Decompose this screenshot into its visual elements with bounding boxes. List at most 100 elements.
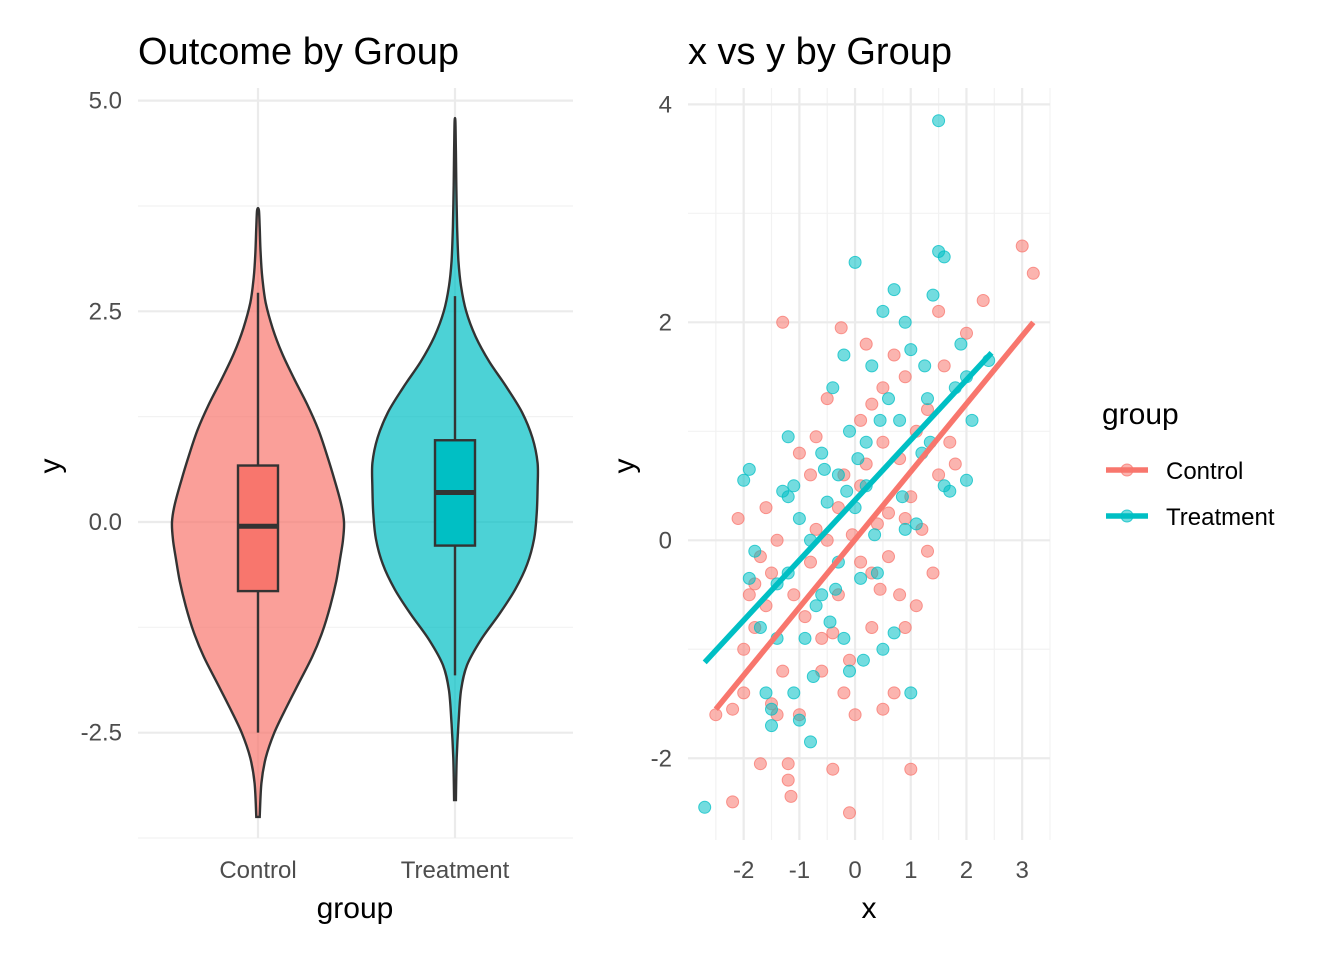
y-tick-label: 5.0 <box>89 88 122 115</box>
scatter-x-axis-title: x <box>862 892 877 925</box>
x-tick-label: -1 <box>789 857 810 884</box>
point-control <box>787 588 801 602</box>
point-control <box>887 686 901 700</box>
point-control <box>976 294 990 307</box>
point-control <box>873 582 887 596</box>
point-control <box>781 773 795 787</box>
point-control <box>798 610 812 624</box>
point-control <box>726 795 740 809</box>
legend-key-point <box>1120 463 1134 477</box>
point-control <box>709 708 723 722</box>
point-control <box>781 757 795 771</box>
point-control <box>742 588 756 602</box>
point-treatment <box>909 517 923 531</box>
point-control <box>826 626 840 640</box>
point-treatment <box>787 479 801 493</box>
point-treatment <box>876 642 890 656</box>
y-tick-label: -2.5 <box>81 720 122 747</box>
x-tick-label: Control <box>219 857 296 884</box>
point-treatment <box>737 473 751 487</box>
point-control <box>826 762 840 776</box>
x-tick-label: 0 <box>848 857 861 884</box>
y-tick-label: 0 <box>659 527 672 554</box>
point-control <box>809 522 823 536</box>
point-treatment <box>742 462 756 476</box>
point-control <box>882 550 895 564</box>
point-control <box>948 457 962 471</box>
scatter-fit-lines <box>702 320 1036 711</box>
point-control <box>898 512 912 525</box>
point-control <box>784 789 798 803</box>
point-control <box>893 588 907 602</box>
violin-y-axis-title: y <box>34 459 67 474</box>
point-control <box>854 555 868 569</box>
point-treatment <box>742 571 756 585</box>
point-treatment <box>882 392 895 406</box>
point-treatment <box>829 582 843 596</box>
point-treatment <box>937 479 951 493</box>
point-treatment <box>837 348 851 362</box>
point-control <box>753 757 767 771</box>
point-control <box>876 702 890 716</box>
point-treatment <box>809 599 823 613</box>
point-treatment <box>921 392 934 406</box>
point-treatment <box>904 686 918 700</box>
fit-line-control <box>713 320 1036 711</box>
y-tick-label: -2 <box>651 745 672 772</box>
point-treatment <box>859 435 873 449</box>
point-control <box>865 397 879 411</box>
scatter-y-axis-title: y <box>608 459 641 474</box>
point-treatment <box>792 512 806 525</box>
violin-x-axis-title: group <box>317 892 394 925</box>
point-control <box>854 413 868 427</box>
point-treatment <box>837 631 851 645</box>
point-treatment <box>840 484 854 498</box>
scatter-points <box>698 114 1040 820</box>
violin-y-ticks: -2.5 0.0 2.5 5.0 <box>81 88 122 747</box>
point-treatment <box>965 413 979 427</box>
legend-items: Control Treatment <box>1106 458 1275 531</box>
scatter-chart: x vs y by Group -2 0 2 4 -2 -1 0 1 2 3 x y <box>608 31 1051 925</box>
x-tick-label: Treatment <box>401 857 510 884</box>
y-tick-label: 4 <box>659 91 672 118</box>
legend-item-treatment: Treatment <box>1106 504 1275 531</box>
y-tick-label: 0.0 <box>89 509 122 536</box>
point-treatment <box>856 653 870 667</box>
point-treatment <box>918 359 932 373</box>
point-control <box>848 708 862 722</box>
point-treatment <box>798 631 812 645</box>
point-treatment <box>893 413 907 427</box>
point-control <box>843 653 856 667</box>
point-treatment <box>804 735 817 749</box>
fit-line-treatment <box>702 350 994 665</box>
point-treatment <box>873 413 887 427</box>
point-control <box>882 506 895 520</box>
point-treatment <box>806 670 820 683</box>
point-control <box>731 512 745 525</box>
point-treatment <box>787 686 801 700</box>
point-treatment <box>781 490 795 504</box>
violin-chart: Outcome by Group -2.5 0.0 2.5 5.0 Control Tr… <box>34 31 573 925</box>
legend: group Control Treatment <box>1102 398 1275 531</box>
point-control <box>887 348 901 362</box>
point-control <box>737 686 751 700</box>
point-control <box>834 321 848 335</box>
point-control <box>1026 266 1040 280</box>
point-treatment <box>753 621 767 634</box>
point-control <box>837 686 851 700</box>
point-treatment <box>792 713 806 727</box>
point-control <box>776 664 790 678</box>
point-control <box>865 621 879 634</box>
legend-label: Control <box>1166 458 1243 485</box>
y-tick-label: 2.5 <box>89 298 122 325</box>
point-control <box>921 544 934 558</box>
point-treatment <box>870 566 884 580</box>
point-treatment <box>848 255 862 269</box>
x-tick-label: 3 <box>1015 857 1028 884</box>
point-treatment <box>765 719 778 733</box>
point-treatment <box>826 381 840 395</box>
y-tick-label: 2 <box>659 309 672 336</box>
point-control <box>759 501 773 515</box>
point-control <box>932 304 946 318</box>
